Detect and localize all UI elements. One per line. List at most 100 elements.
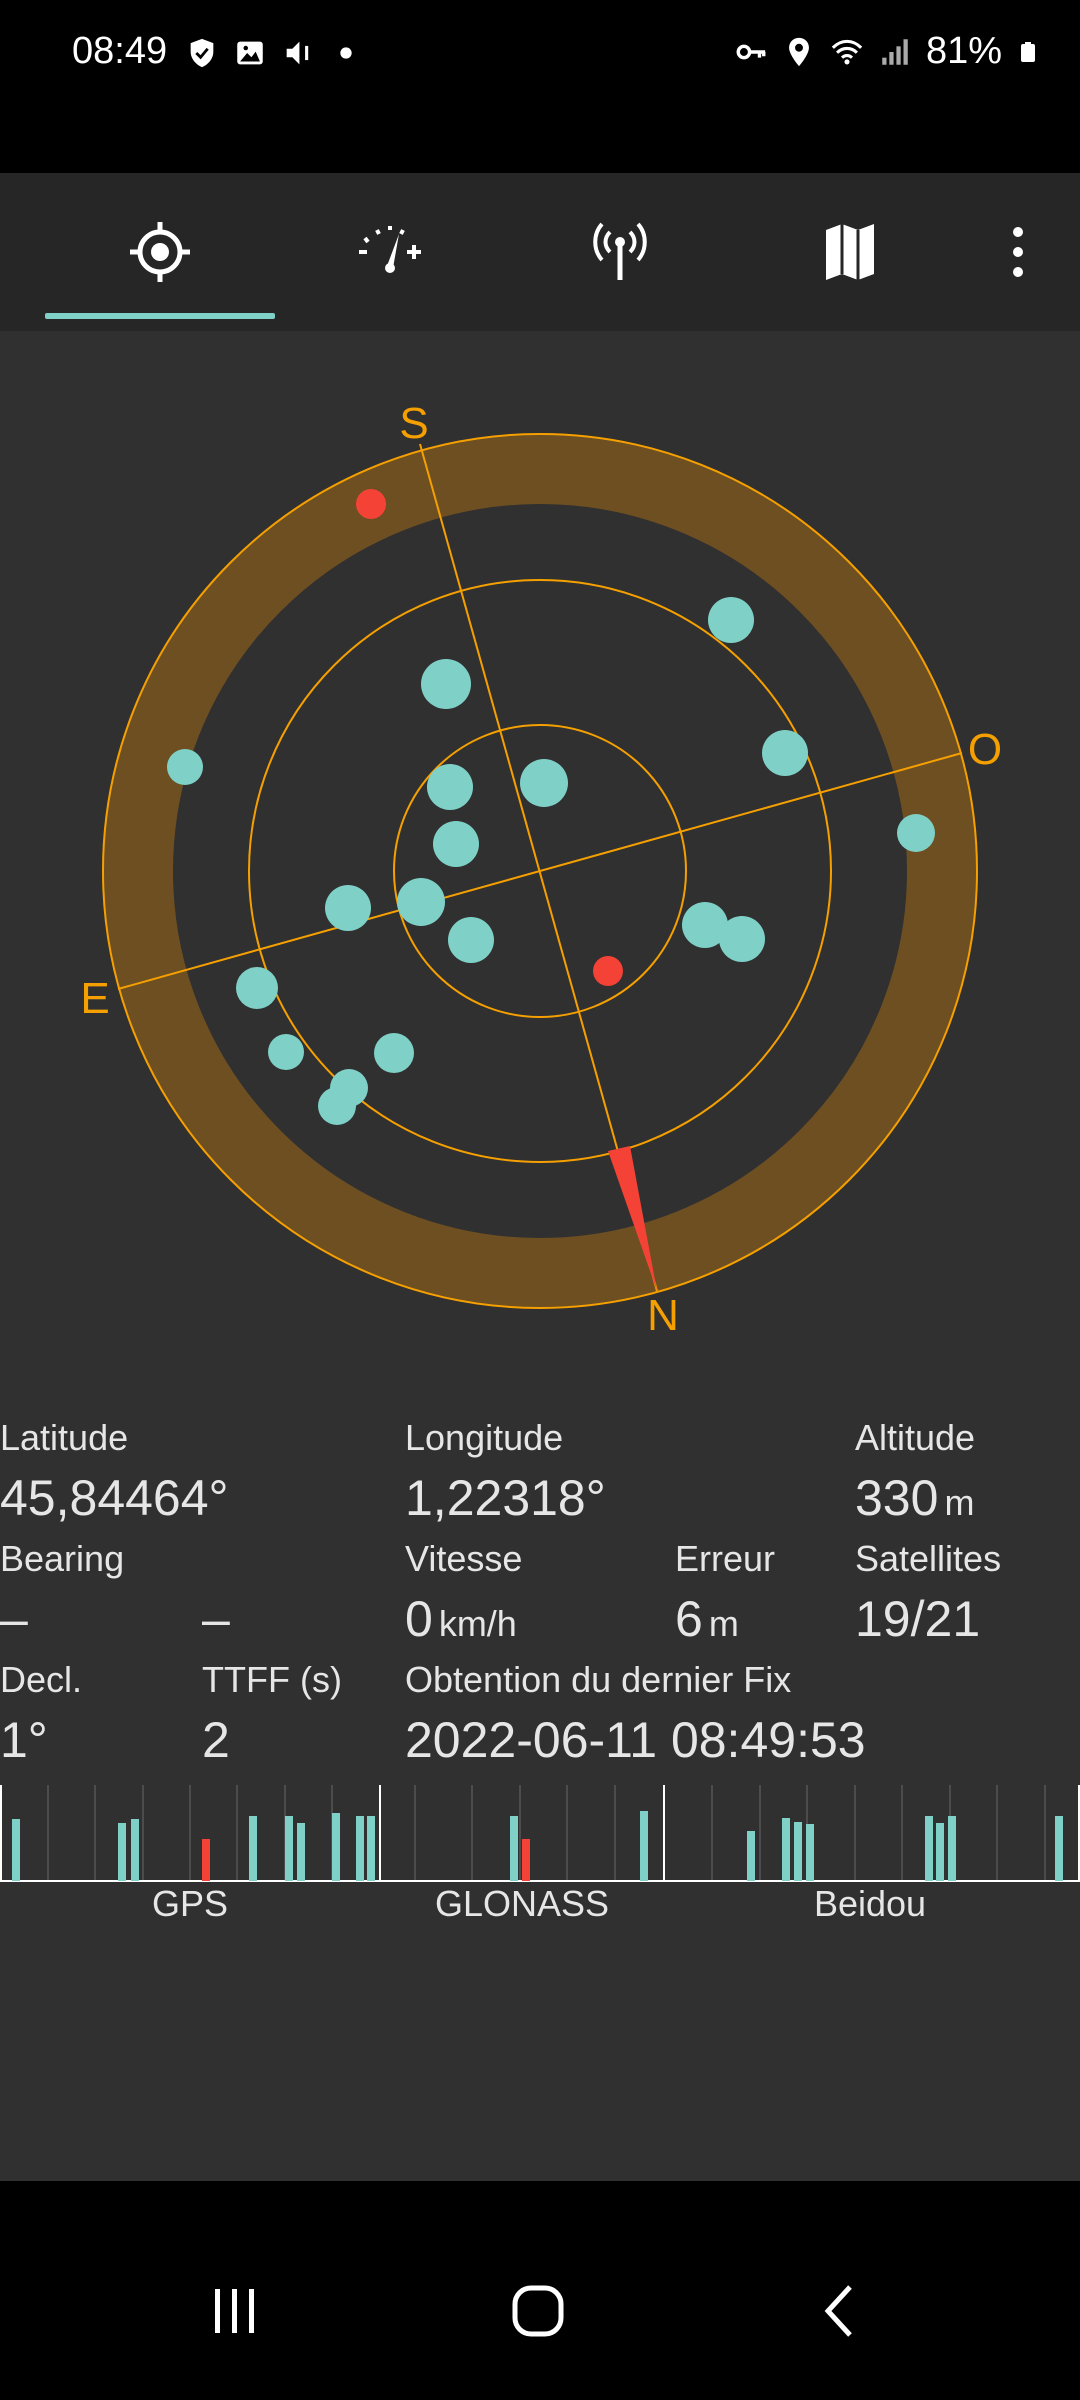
satellite-dot xyxy=(897,814,935,852)
main-content: S N E O Latitude xyxy=(0,331,1080,2181)
error-unit: m xyxy=(708,1603,739,1644)
compass-label-south: S xyxy=(399,399,428,448)
satellite-dot xyxy=(421,659,471,709)
satellite-dot xyxy=(374,1033,414,1073)
dot-icon xyxy=(340,47,352,59)
signal-bar xyxy=(936,1823,944,1881)
back-icon xyxy=(824,2285,852,2337)
signal-bar xyxy=(12,1819,20,1881)
recents-button[interactable] xyxy=(175,2261,295,2361)
satellite-dot xyxy=(762,730,808,776)
signal-bars xyxy=(12,1811,1063,1881)
signal-bar-weak xyxy=(202,1839,210,1881)
chart-gridlines xyxy=(47,1785,1046,1881)
axis-east-west xyxy=(117,752,963,990)
tab-map[interactable] xyxy=(735,173,965,331)
ttff-label: TTFF (s) xyxy=(202,1659,342,1700)
satellite-dot xyxy=(397,878,445,926)
altitude-value: 330 xyxy=(855,1470,939,1526)
signal-bar xyxy=(356,1816,364,1881)
signal-bar xyxy=(925,1816,933,1881)
signal-bar xyxy=(332,1813,340,1881)
last-fix-label: Obtention du dernier Fix xyxy=(405,1659,792,1700)
overflow-menu-button[interactable] xyxy=(975,173,1060,331)
error-label: Erreur xyxy=(675,1538,776,1579)
signal-bar xyxy=(249,1816,257,1881)
navigation-bar xyxy=(0,2181,1080,2400)
satellites-value: 19/21 xyxy=(855,1591,981,1647)
satellite-dot xyxy=(236,967,278,1009)
speedometer-icon xyxy=(359,226,421,273)
satellite-dot-unused xyxy=(593,956,623,986)
satellite-dot xyxy=(433,821,479,867)
altitude-unit: m xyxy=(944,1482,975,1523)
speed-field: 0 km/h xyxy=(405,1590,517,1648)
bearing-accuracy-value: – xyxy=(202,1591,230,1647)
constellation-label-gps: GPS xyxy=(151,1883,229,1924)
signal-bar xyxy=(640,1811,648,1881)
satellite-dot xyxy=(682,902,728,948)
tab-speed[interactable] xyxy=(275,173,505,331)
satellite-dot xyxy=(719,916,765,962)
latitude-label: Latitude xyxy=(0,1417,129,1458)
more-vert-icon xyxy=(1012,227,1023,277)
satellite-dot xyxy=(318,1087,356,1125)
status-bar: 08:49 81% xyxy=(0,0,1080,110)
bearing-label: Bearing xyxy=(0,1538,125,1579)
error-value: 6 xyxy=(675,1591,703,1647)
speed-label: Vitesse xyxy=(405,1538,523,1579)
signal-bar xyxy=(118,1823,126,1881)
longitude-label: Longitude xyxy=(405,1417,564,1458)
image-icon xyxy=(237,41,263,65)
home-button[interactable] xyxy=(478,2261,598,2361)
signal-icon xyxy=(882,38,908,65)
tab-bar xyxy=(0,173,1080,331)
constellation-label-glonass: GLONASS xyxy=(434,1883,610,1924)
recents-icon xyxy=(215,2289,254,2333)
signal-bar xyxy=(285,1816,293,1881)
declination-value: 1° xyxy=(0,1712,48,1768)
signal-bar xyxy=(794,1822,802,1881)
bearing-value: – xyxy=(0,1591,28,1647)
signal-bar xyxy=(806,1824,814,1881)
compass-label-north: N xyxy=(647,1291,679,1331)
signal-bar xyxy=(782,1818,790,1881)
signal-bar-weak xyxy=(522,1839,530,1881)
back-button[interactable] xyxy=(780,2261,900,2361)
key-icon xyxy=(736,44,766,59)
battery-icon xyxy=(1021,41,1035,62)
signal-bar xyxy=(297,1823,305,1881)
ttff-value: 2 xyxy=(202,1712,230,1768)
last-fix-value: 2022-06-11 08:49:53 xyxy=(405,1712,866,1768)
tab-position[interactable] xyxy=(45,173,275,331)
horizon-ring xyxy=(102,433,978,1309)
satellite-dot xyxy=(708,597,754,643)
north-needle xyxy=(608,1146,657,1291)
speed-value: 0 xyxy=(405,1591,433,1647)
crosshair-icon xyxy=(130,222,190,282)
wifi-icon xyxy=(831,39,863,64)
satellite-markers xyxy=(167,489,935,1125)
home-icon xyxy=(512,2285,564,2337)
signal-bar xyxy=(131,1819,139,1881)
declination-label: Decl. xyxy=(0,1659,83,1700)
tab-signal[interactable] xyxy=(505,173,735,331)
satellite-dot xyxy=(268,1034,304,1070)
signal-bar xyxy=(1055,1816,1063,1881)
elevation-band xyxy=(103,434,977,1308)
satellite-dot-unused xyxy=(356,489,386,519)
latitude-value: 45,84464° xyxy=(0,1470,229,1526)
longitude-value: 1,22318° xyxy=(405,1470,606,1526)
location-icon xyxy=(789,37,809,66)
signal-strength-chart xyxy=(0,1785,1080,1882)
signal-bar xyxy=(367,1816,375,1881)
signal-bar xyxy=(510,1816,518,1881)
speed-unit: km/h xyxy=(438,1603,517,1644)
satellite-dot xyxy=(427,764,473,810)
signal-bar xyxy=(948,1816,956,1881)
status-time: 08:49 xyxy=(72,30,168,72)
volume-icon xyxy=(286,41,309,65)
compass-label-west: O xyxy=(968,725,1002,774)
elevation-ring-30 xyxy=(248,579,832,1163)
